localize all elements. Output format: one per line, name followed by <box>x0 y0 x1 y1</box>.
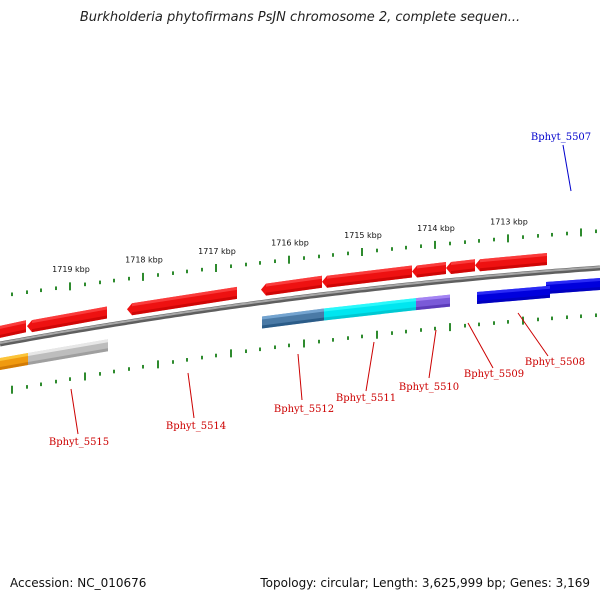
gene-bar-highlight <box>324 298 416 312</box>
label-leader-line <box>187 372 195 419</box>
accession-text: Accession: NC_010676 <box>10 576 147 590</box>
label-leader-line <box>297 353 303 401</box>
label-leader-line <box>365 341 375 392</box>
gene-arrow-highlight <box>480 252 547 263</box>
gene-bar-shadow <box>477 294 550 305</box>
gene-label[interactable]: Bphyt_5507 <box>531 132 591 143</box>
gene-label[interactable]: Bphyt_5510 <box>399 382 459 393</box>
gene-bar-highlight <box>416 294 450 302</box>
kbp-label: 1714 kbp <box>417 224 455 233</box>
gene-arrow-highlight <box>132 286 237 307</box>
gene-bar-highlight <box>262 308 324 320</box>
gene-arrow-shadow <box>32 315 107 333</box>
label-leader-line <box>428 329 437 379</box>
kbp-label: 1717 kbp <box>198 247 236 256</box>
gene-arrow-highlight <box>32 306 107 324</box>
gene-bar[interactable] <box>28 339 108 365</box>
gene-arrow-shadow <box>0 329 26 338</box>
gene-arrow-shadow <box>451 268 475 275</box>
backbone-line <box>0 266 600 344</box>
gene-bar-highlight <box>0 352 28 362</box>
gene-arrow-shadow <box>480 261 547 272</box>
gene-arrow-highlight <box>417 262 446 269</box>
gene-bar[interactable] <box>324 298 416 321</box>
gene-bar-shadow <box>28 348 108 365</box>
gene-arrow-highlight <box>0 320 26 329</box>
kbp-label: 1716 kbp <box>271 239 309 248</box>
gene-bar-shadow <box>324 307 416 321</box>
label-leader-line <box>517 312 549 357</box>
gene-label[interactable]: Bphyt_5514 <box>166 421 226 432</box>
gene-bar-shadow <box>0 361 28 371</box>
gene-arrow-shadow <box>266 284 322 296</box>
gene-arrow-highlight <box>451 259 475 266</box>
label-leader-line <box>467 322 494 369</box>
gene-label[interactable]: Bphyt_5509 <box>464 369 524 380</box>
kbp-label: 1715 kbp <box>344 231 382 240</box>
map-title: Burkholderia phytofirmans PsJN chromosom… <box>79 10 521 25</box>
gene-arrow-shadow <box>132 295 237 316</box>
gene-arrow-shadow <box>327 274 412 288</box>
gene-bar-highlight <box>546 278 600 286</box>
gene-arrow-highlight <box>327 265 412 279</box>
topology-summary: Topology: circular; Length: 3,625,999 bp… <box>260 576 590 590</box>
gene-label[interactable]: Bphyt_5515 <box>49 437 109 448</box>
gene-label[interactable]: Bphyt_5512 <box>274 404 334 415</box>
gene-bar-shadow <box>546 287 600 295</box>
gene-bar-highlight <box>477 285 550 296</box>
label-leader-line <box>562 144 572 192</box>
label-leader-line <box>70 388 79 435</box>
gene-arrow-highlight <box>266 275 322 287</box>
gene-label[interactable]: Bphyt_5511 <box>336 393 396 404</box>
gene-arrow-shadow <box>417 271 446 278</box>
gene-bar-highlight <box>28 339 108 356</box>
gene-bar-shadow <box>416 303 450 311</box>
gene-label[interactable]: Bphyt_5508 <box>525 357 585 368</box>
kbp-label: 1719 kbp <box>52 265 90 274</box>
kbp-label: 1718 kbp <box>125 256 163 265</box>
gene-bar-shadow <box>262 317 324 329</box>
kbp-label: 1713 kbp <box>490 217 528 226</box>
